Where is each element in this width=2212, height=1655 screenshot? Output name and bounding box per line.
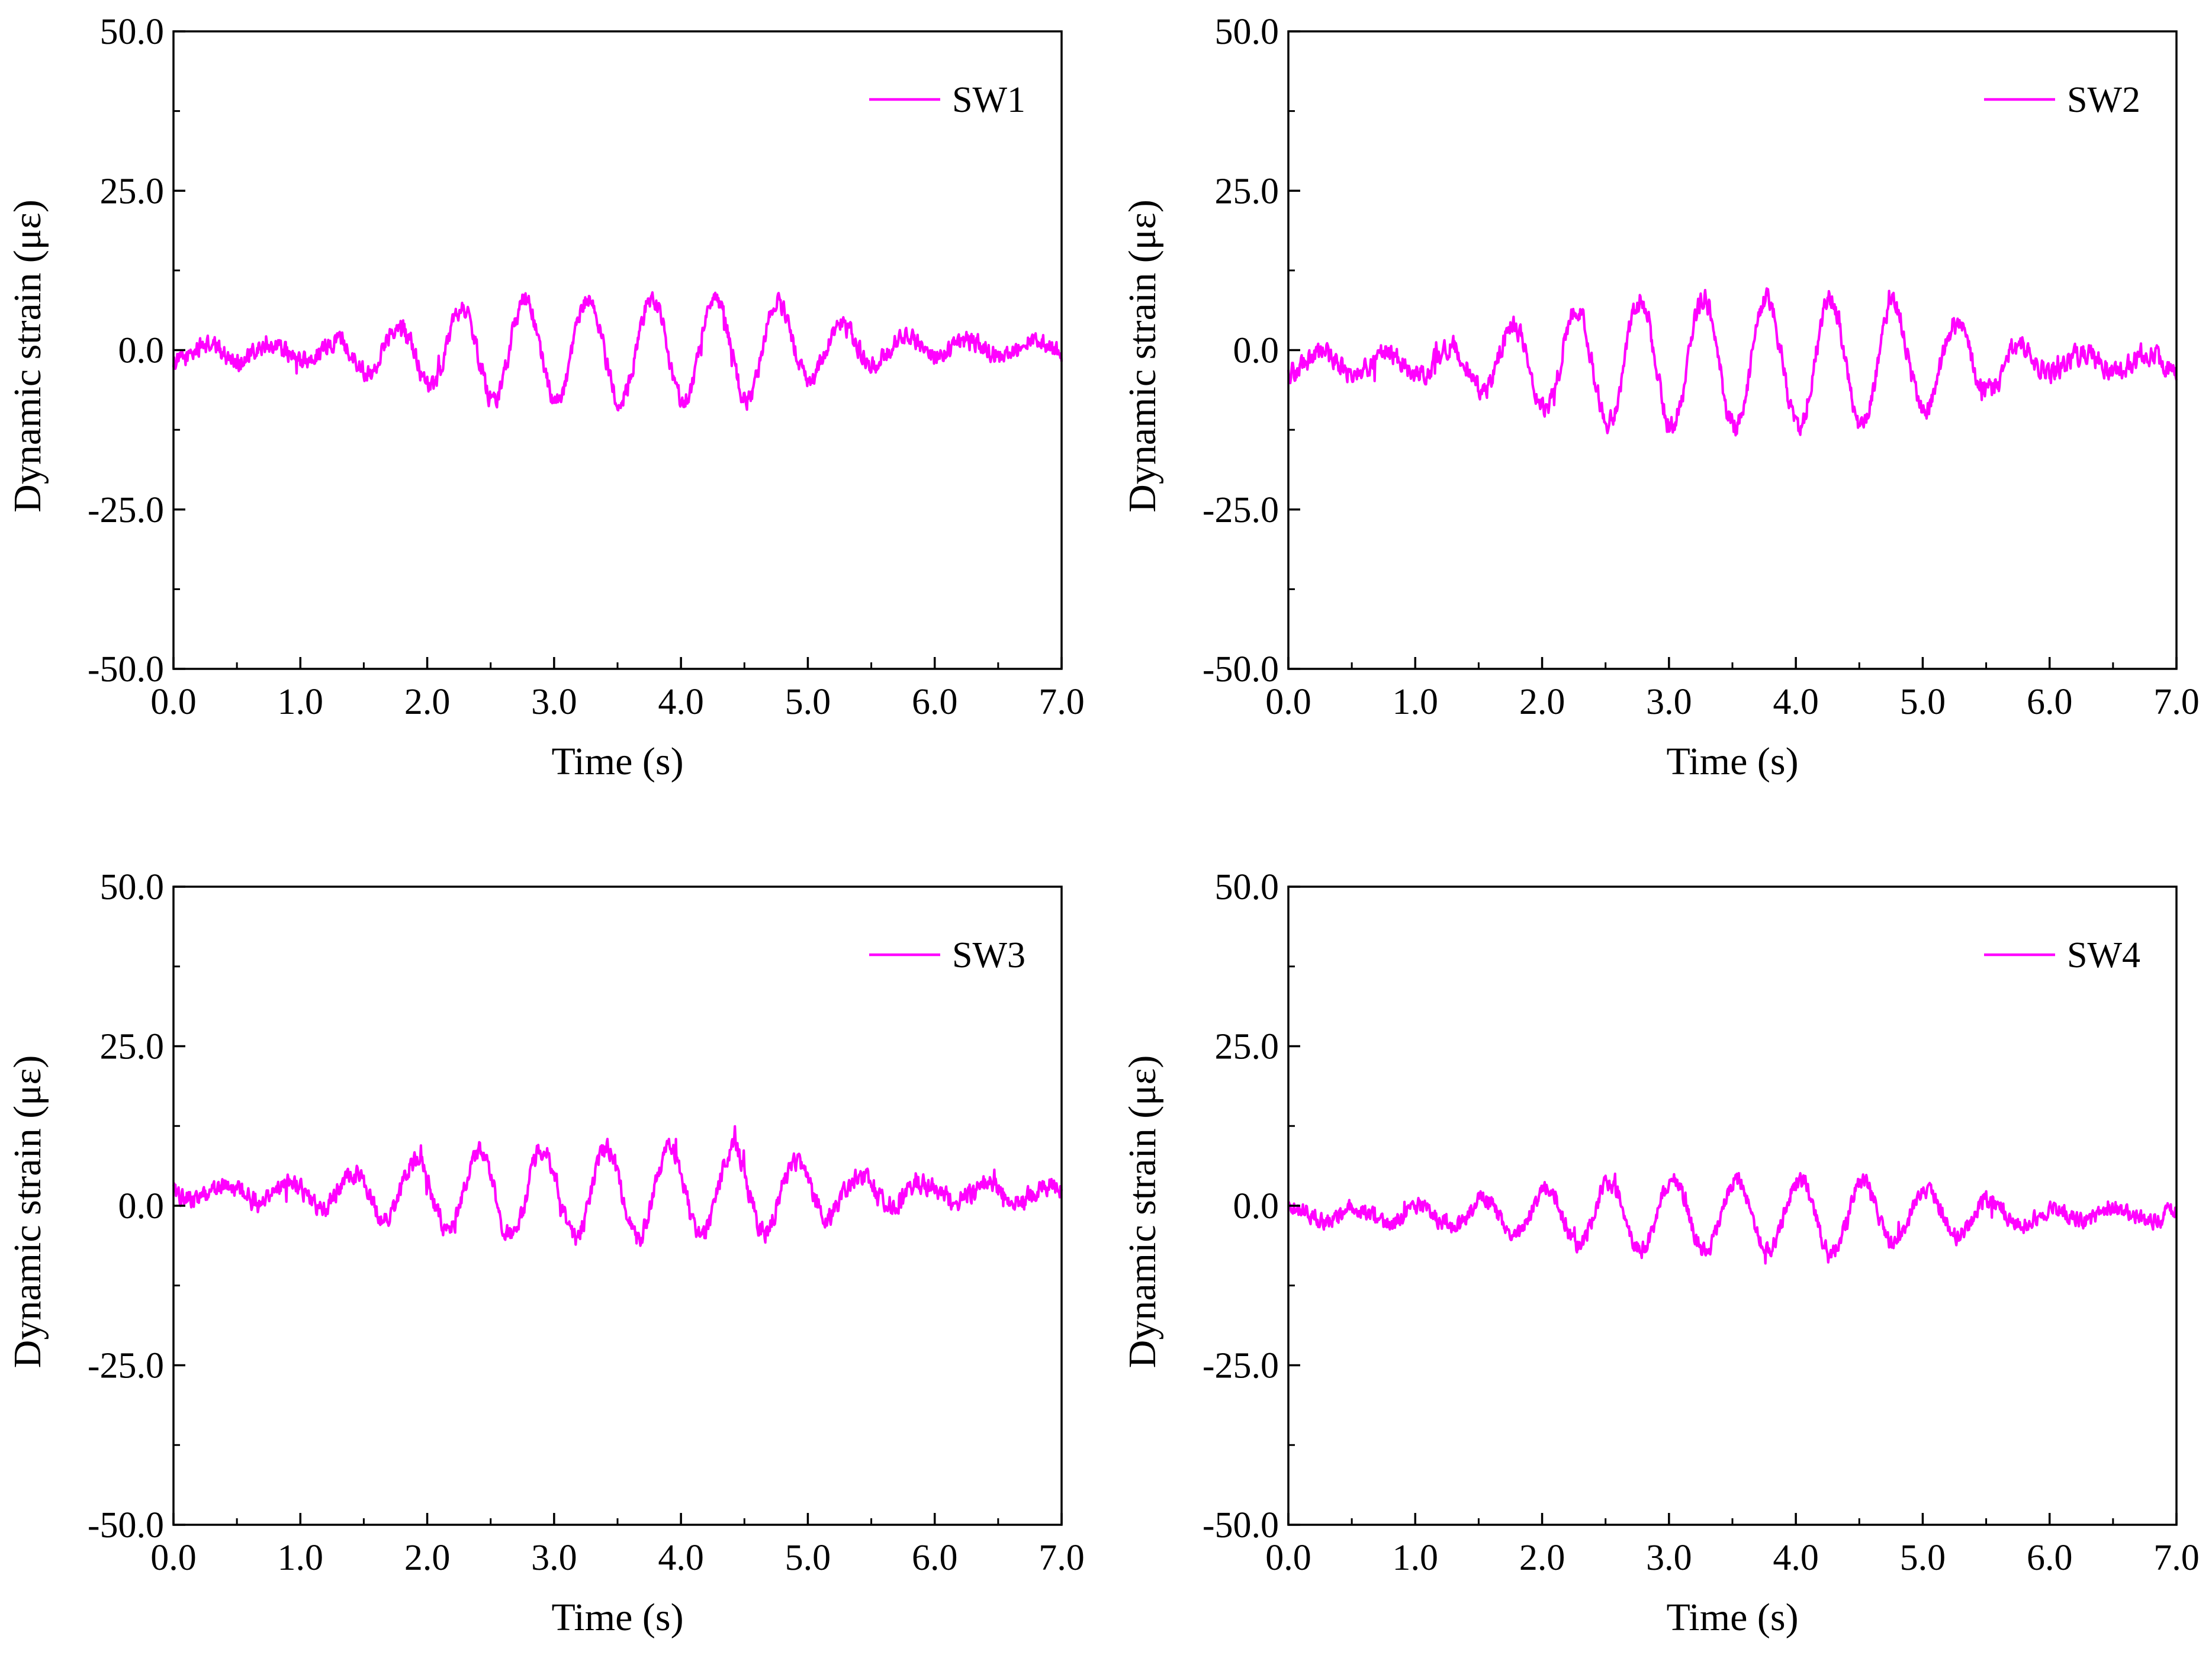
- legend-label: SW4: [2067, 935, 2140, 975]
- legend-label: SW3: [952, 935, 1025, 975]
- x-axis-title: Time (s): [1666, 1596, 1798, 1639]
- x-tick-label: 6.0: [2027, 682, 2073, 722]
- figure-canvas: 50.025.00.0-25.0-50.00.0 1.0 2.0 3.0 4.0 5.0 6…: [0, 0, 2212, 1655]
- x-tick-label: 3.0: [1646, 682, 1692, 722]
- x-tick-label: 2.0: [1519, 682, 1565, 722]
- x-tick-label: 6.0: [912, 1538, 958, 1578]
- x-tick-label: 3.0: [531, 1538, 577, 1578]
- x-tick-label: 4.0: [1773, 682, 1819, 722]
- y-tick-label: 0.0: [118, 1186, 165, 1226]
- x-tick-label: 1.0: [1393, 682, 1439, 722]
- x-axis-title: Time (s): [551, 740, 683, 783]
- x-tick-label: 5.0: [1900, 682, 1946, 722]
- y-tick-label: 0.0: [118, 331, 165, 371]
- x-tick-label: 7.0: [2153, 682, 2200, 722]
- y-axis-title: Dynamic strain (με): [6, 1055, 49, 1369]
- x-tick-label: 0.0: [1265, 1538, 1311, 1578]
- x-tick-label: 6.0: [912, 682, 958, 722]
- legend-label: SW2: [2067, 80, 2140, 120]
- chart-panel-2: 50.025.00.0-25.0-50.00.0 1.0 2.0 3.0 4.0 5.0 6…: [1121, 12, 2200, 783]
- y-tick-label: 50.0: [100, 12, 165, 52]
- x-tick-label: 4.0: [658, 682, 704, 722]
- x-tick-label: 5.0: [1900, 1538, 1946, 1578]
- legend: SW4: [1984, 935, 2140, 975]
- legend: SW3: [869, 935, 1025, 975]
- x-tick-label: 0.0: [1265, 682, 1311, 722]
- x-tick-label: 0.0: [150, 1538, 197, 1578]
- x-axis-title: Time (s): [1666, 740, 1798, 783]
- x-tick-label: 3.0: [1646, 1538, 1692, 1578]
- chart-panel-3: 50.025.00.0-25.0-50.00.0 1.0 2.0 3.0 4.0 5.0 6…: [6, 867, 1085, 1639]
- x-tick-label: 2.0: [404, 1538, 451, 1578]
- x-tick-label: 7.0: [2153, 1538, 2200, 1578]
- y-tick-label: 50.0: [100, 867, 165, 907]
- y-tick-label: 0.0: [1233, 1186, 1279, 1226]
- y-axis-title: Dynamic strain (με): [1121, 199, 1164, 513]
- x-tick-label: 6.0: [2027, 1538, 2073, 1578]
- x-tick-label: 7.0: [1039, 682, 1085, 722]
- y-tick-label: 0.0: [1233, 331, 1279, 371]
- chart-panel-1: 50.025.00.0-25.0-50.00.0 1.0 2.0 3.0 4.0 5.0 6…: [6, 12, 1085, 783]
- x-tick-label: 1.0: [278, 1538, 324, 1578]
- x-tick-label: 2.0: [404, 682, 451, 722]
- y-tick-label: -25.0: [88, 490, 164, 530]
- y-axis-title: Dynamic strain (με): [1121, 1055, 1164, 1369]
- x-tick-label: 3.0: [531, 682, 577, 722]
- x-tick-label: 1.0: [1393, 1538, 1439, 1578]
- x-tick-label: 5.0: [785, 682, 831, 722]
- x-tick-label: 4.0: [1773, 1538, 1819, 1578]
- y-tick-label: 25.0: [1215, 171, 1279, 211]
- y-tick-label: 50.0: [1215, 867, 1279, 907]
- series-line-sw1: [173, 292, 1062, 410]
- plot-frame: [173, 887, 1062, 1525]
- x-tick-label: 5.0: [785, 1538, 831, 1578]
- x-tick-label: 7.0: [1039, 1538, 1085, 1578]
- series-line-sw4: [1288, 1173, 2176, 1263]
- x-tick-label: 4.0: [658, 1538, 704, 1578]
- y-tick-label: -25.0: [88, 1346, 164, 1386]
- legend-label: SW1: [952, 80, 1025, 120]
- series-line-sw2: [1288, 288, 2176, 435]
- y-tick-label: -25.0: [1203, 490, 1279, 530]
- y-axis-title: Dynamic strain (με): [6, 199, 49, 513]
- y-tick-label: 25.0: [1215, 1027, 1279, 1067]
- series-line-sw3: [173, 1126, 1062, 1246]
- x-tick-label: 0.0: [150, 682, 197, 722]
- chart-panel-4: 50.025.00.0-25.0-50.00.0 1.0 2.0 3.0 4.0 5.0 6…: [1121, 867, 2200, 1639]
- y-tick-label: 25.0: [100, 171, 165, 211]
- plot-frame: [1288, 31, 2176, 669]
- y-tick-label: 50.0: [1215, 12, 1279, 52]
- x-tick-label: 1.0: [278, 682, 324, 722]
- x-axis-title: Time (s): [551, 1596, 683, 1639]
- legend: SW1: [869, 80, 1025, 120]
- y-tick-label: -25.0: [1203, 1346, 1279, 1386]
- y-tick-label: 25.0: [100, 1027, 165, 1067]
- legend: SW2: [1984, 80, 2140, 120]
- x-tick-label: 2.0: [1519, 1538, 1565, 1578]
